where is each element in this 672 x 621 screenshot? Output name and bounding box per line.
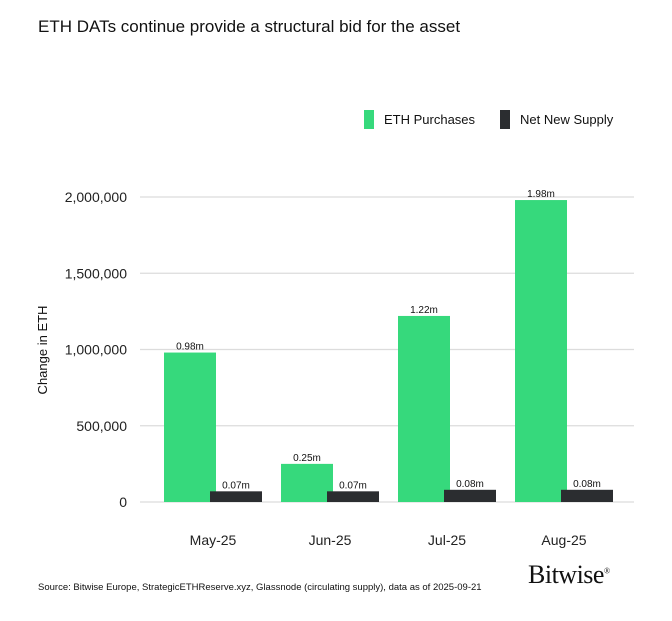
bar-eth-purchases xyxy=(398,315,450,502)
bar-net-new-supply xyxy=(444,489,496,502)
bar-net-new-supply xyxy=(327,491,379,502)
data-label: 0.08m xyxy=(456,479,484,490)
data-label: 0.08m xyxy=(573,479,601,490)
y-tick-label: 2,000,000 xyxy=(65,189,127,205)
source-note: Source: Bitwise Europe, StrategicETHRese… xyxy=(38,582,482,593)
bar-net-new-supply xyxy=(210,491,262,502)
x-tick-label: May-25 xyxy=(190,532,237,548)
legend-item-eth-purchases: ETH Purchases xyxy=(364,110,475,129)
data-label: 0.07m xyxy=(222,480,250,491)
bitwise-logo: Bitwise® xyxy=(528,560,610,589)
data-label: 1.98m xyxy=(527,189,555,200)
bar-eth-purchases xyxy=(164,352,216,502)
y-tick-label: 1,500,000 xyxy=(65,265,127,281)
y-tick-label: 500,000 xyxy=(76,418,127,434)
data-label: 0.98m xyxy=(176,342,204,353)
chart-title: ETH DATs continue provide a structural b… xyxy=(38,17,461,36)
data-label: 0.25m xyxy=(293,453,321,464)
data-label: 1.22m xyxy=(410,305,438,316)
logo-text: Bitwise xyxy=(528,560,604,589)
legend-swatch-green xyxy=(364,110,374,129)
bar-eth-purchases xyxy=(281,463,333,502)
x-tick-label: Jul-25 xyxy=(428,532,466,548)
x-tick-label: Aug-25 xyxy=(541,532,586,548)
bar-eth-purchases xyxy=(515,200,567,503)
y-axis-label: Change in ETH xyxy=(35,306,50,395)
bar-net-new-supply xyxy=(561,489,613,502)
data-label: 0.07m xyxy=(339,480,367,491)
y-tick-label: 1,000,000 xyxy=(65,342,127,358)
legend-item-net-new-supply: Net New Supply xyxy=(500,110,613,129)
x-tick-label: Jun-25 xyxy=(309,532,352,548)
legend-swatch-dark xyxy=(500,110,510,129)
y-tick-label: 0 xyxy=(119,494,127,510)
legend-label: Net New Supply xyxy=(520,112,614,127)
legend-label: ETH Purchases xyxy=(384,112,476,127)
